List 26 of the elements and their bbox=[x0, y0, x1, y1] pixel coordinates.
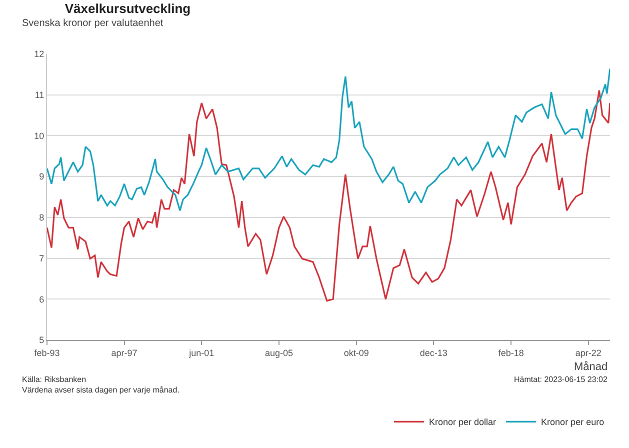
x-tick-label: aug-05 bbox=[264, 348, 293, 358]
x-tick-label: apr-97 bbox=[111, 348, 138, 358]
x-tick-label: okt-09 bbox=[344, 348, 369, 358]
y-tick-label: 10 bbox=[34, 130, 44, 141]
y-tick-label: 8 bbox=[39, 212, 44, 223]
chart-subtitle: Svenska kronor per valutaenhet bbox=[22, 18, 164, 29]
chart-title: Växelkursutveckling bbox=[64, 1, 191, 16]
x-tick-label: dec-13 bbox=[420, 348, 448, 358]
legend-label: Kronor per euro bbox=[541, 417, 604, 428]
y-tick-label: 12 bbox=[34, 49, 44, 60]
x-tick-label: jun-01 bbox=[188, 348, 214, 358]
y-tick-label: 9 bbox=[39, 172, 44, 182]
y-tick-label: 5 bbox=[39, 335, 44, 346]
x-tick-label: feb-93 bbox=[34, 348, 60, 358]
line-series bbox=[47, 68, 610, 212]
x-tick-label: apr-22 bbox=[575, 348, 602, 358]
legend-label: Kronor per dollar bbox=[429, 417, 496, 428]
y-tick-label: 11 bbox=[34, 90, 44, 100]
x-tick-label: feb-18 bbox=[498, 348, 524, 358]
x-axis-title: Månad bbox=[574, 361, 608, 373]
line-series bbox=[47, 90, 610, 302]
y-tick-label: 6 bbox=[39, 294, 44, 304]
y-tick-label: 7 bbox=[39, 253, 44, 264]
text: Hämtat: 2023-06-15 23:02 bbox=[514, 375, 608, 384]
text: Värdena avser sista dagen per varje månad. bbox=[22, 385, 180, 394]
text: Källa: Riksbanken bbox=[22, 375, 86, 384]
